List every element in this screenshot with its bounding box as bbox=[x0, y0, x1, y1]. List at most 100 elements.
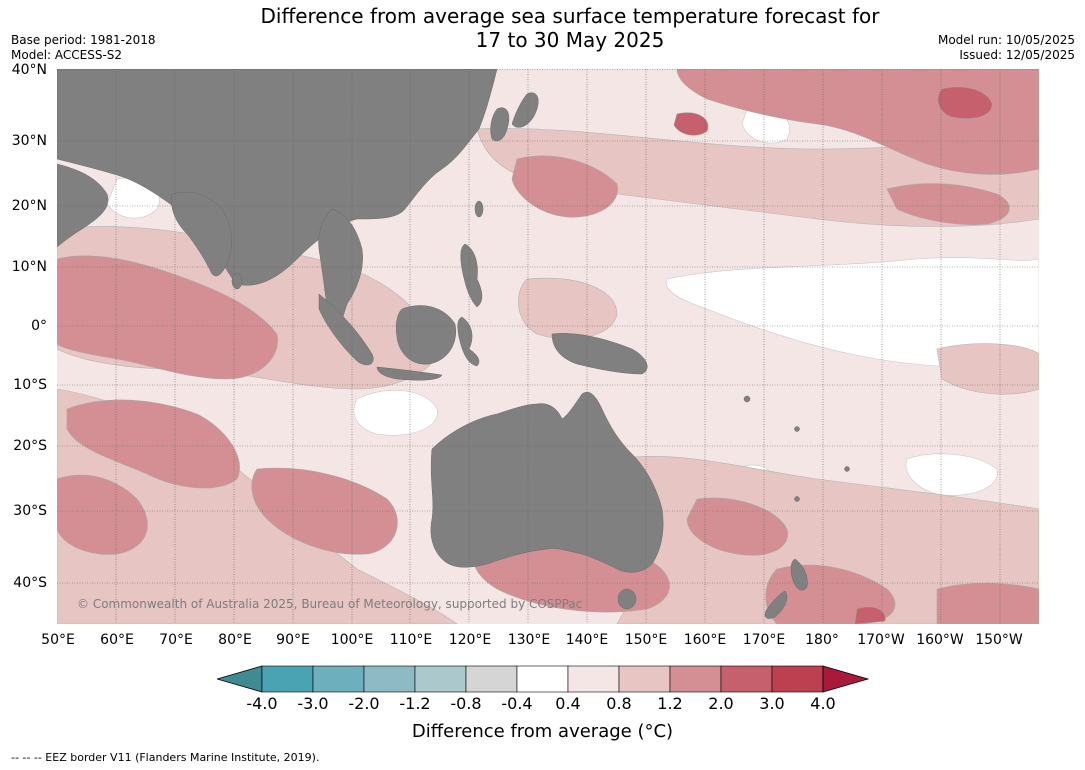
hot-zone-central-indian bbox=[57, 255, 278, 380]
lon-label-180: 180° bbox=[805, 632, 839, 648]
white-patch-south-pacific bbox=[905, 453, 998, 496]
philippines bbox=[460, 243, 483, 308]
warm-zone-central-pacific bbox=[936, 343, 1039, 395]
lat-label-40s: 40°S bbox=[13, 575, 47, 591]
warm-zone-philippine-sea bbox=[518, 277, 618, 340]
colorbar-tick: -2.0 bbox=[348, 694, 380, 713]
lon-label-70e: 70°E bbox=[159, 632, 193, 648]
new-caledonia bbox=[794, 496, 800, 502]
new-zealand-north-island bbox=[790, 558, 808, 591]
hot-zone-kuroshio bbox=[511, 155, 618, 218]
colorbar-swatch bbox=[414, 665, 467, 693]
colorbar-swatch bbox=[465, 665, 518, 693]
colorbar-extend-high bbox=[822, 665, 869, 693]
chart-title: Difference from average sea surface temp… bbox=[0, 4, 1085, 52]
lon-label-170e: 170°E bbox=[742, 632, 786, 648]
lon-label-120e: 120°E bbox=[448, 632, 492, 648]
colorbar-swatch bbox=[771, 665, 824, 693]
model-name: Model: ACCESS-S2 bbox=[11, 48, 123, 62]
colorbar-tick: -0.4 bbox=[501, 694, 533, 713]
sst-anomaly-map: © Commonwealth of Australia 2025, Bureau… bbox=[57, 69, 1039, 624]
colorbar-tick: 3.0 bbox=[759, 694, 785, 713]
core-south-pacific bbox=[854, 606, 886, 624]
colorbar-swatch bbox=[312, 665, 365, 693]
korea-peninsula bbox=[490, 107, 510, 142]
sumatra bbox=[318, 293, 374, 366]
lon-label-110e: 110°E bbox=[389, 632, 433, 648]
hot-zone-south-central-indian bbox=[66, 399, 240, 489]
map-canvas bbox=[57, 69, 1039, 624]
colorbar-tick: 0.8 bbox=[606, 694, 632, 713]
lon-label-150e: 150°E bbox=[624, 632, 668, 648]
colorbar-tick: 1.2 bbox=[657, 694, 683, 713]
tasmania bbox=[617, 588, 637, 610]
colorbar-tick: -3.0 bbox=[297, 694, 329, 713]
graticule bbox=[57, 69, 1039, 624]
model-run: Model run: 10/05/2025 bbox=[937, 33, 1075, 47]
lon-label-140e: 140°E bbox=[565, 632, 609, 648]
arabian-peninsula bbox=[57, 163, 109, 248]
copyright-notice: © Commonwealth of Australia 2025, Bureau… bbox=[77, 597, 583, 611]
sulawesi bbox=[457, 316, 480, 367]
anomaly-2.0-3.0 bbox=[673, 86, 993, 624]
colorbar bbox=[217, 665, 869, 693]
colorbar-swatch bbox=[363, 665, 416, 693]
taiwan bbox=[474, 200, 484, 218]
indian-subcontinent bbox=[171, 191, 232, 277]
colorbar-tick: 4.0 bbox=[810, 694, 836, 713]
lon-label-60e: 60°E bbox=[100, 632, 134, 648]
lat-label-40n: 40°N bbox=[11, 62, 47, 78]
colorbar-tick: -0.8 bbox=[450, 694, 482, 713]
lon-label-90e: 90°E bbox=[276, 632, 310, 648]
solomon-islands bbox=[743, 395, 751, 403]
colorbar-tick: -4.0 bbox=[246, 694, 278, 713]
white-patch-timor bbox=[353, 389, 438, 436]
colorbar-extend-low bbox=[217, 665, 263, 693]
base-period: Base period: 1981-2018 bbox=[11, 33, 156, 47]
lon-label-170w: 170°W bbox=[857, 632, 905, 648]
asia-landmass bbox=[57, 69, 498, 286]
lon-label-130e: 130°E bbox=[507, 632, 551, 648]
lon-label-50e: 50°E bbox=[41, 632, 75, 648]
vanuatu bbox=[794, 426, 800, 432]
colorbar-tick: 2.0 bbox=[708, 694, 734, 713]
meta-right: Model run: 10/05/2025 Issued: 12/05/2025 bbox=[938, 33, 1075, 63]
java bbox=[376, 366, 443, 381]
land bbox=[57, 69, 850, 619]
colorbar-tick: -1.2 bbox=[399, 694, 431, 713]
lat-label-30n: 30°N bbox=[11, 133, 47, 149]
japan bbox=[511, 92, 539, 128]
sri-lanka bbox=[231, 272, 243, 290]
lon-label-100e: 100°E bbox=[330, 632, 374, 648]
meta-left: Base period: 1981-2018 Model: ACCESS-S2 bbox=[11, 33, 156, 63]
new-guinea bbox=[551, 333, 648, 375]
hot-zone-south-west-indian bbox=[57, 474, 148, 555]
colorbar-tick: 0.4 bbox=[555, 694, 581, 713]
colorbar-swatch bbox=[567, 665, 620, 693]
title-line-2: 17 to 30 May 2025 bbox=[475, 28, 665, 52]
lat-label-10s: 10°S bbox=[13, 377, 47, 393]
lat-label-10n: 10°N bbox=[11, 259, 47, 275]
colorbar-swatch bbox=[261, 665, 314, 693]
title-line-1: Difference from average sea surface temp… bbox=[260, 4, 880, 28]
colorbar-swatch bbox=[669, 665, 722, 693]
lon-label-150w: 150°W bbox=[975, 632, 1023, 648]
lat-label-20n: 20°N bbox=[11, 198, 47, 214]
issued-date: Issued: 12/05/2025 bbox=[959, 48, 1075, 62]
hot-zone-north-pacific-mid bbox=[886, 183, 1010, 225]
colorbar-swatch bbox=[516, 665, 569, 693]
colorbar-swatch bbox=[618, 665, 671, 693]
colorbar-label: Difference from average (°C) bbox=[411, 721, 674, 742]
lat-label-30s: 30°S bbox=[13, 503, 47, 519]
hot-zone-south-east-pacific bbox=[936, 582, 1039, 624]
lon-label-80e: 80°E bbox=[218, 632, 252, 648]
borneo bbox=[395, 305, 457, 365]
core-north-pacific bbox=[937, 86, 993, 119]
australia bbox=[430, 391, 664, 573]
lon-label-160w: 160°W bbox=[916, 632, 964, 648]
new-zealand-south-island bbox=[764, 590, 788, 619]
lon-label-160e: 160°E bbox=[683, 632, 727, 648]
core-north-west-pacific bbox=[673, 112, 709, 136]
hot-zone-tasman bbox=[686, 497, 788, 556]
lat-label-20s: 20°S bbox=[13, 438, 47, 454]
